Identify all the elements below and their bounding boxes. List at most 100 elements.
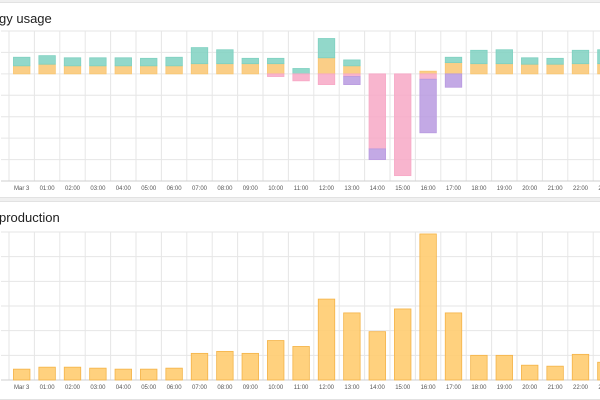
solar-consumption-bar[interactable] — [521, 57, 539, 65]
grid-return-bar[interactable] — [394, 73, 412, 177]
grid-return-bar[interactable] — [368, 73, 386, 150]
grid-consumption-bar[interactable] — [317, 57, 336, 75]
grid-consumption-bar[interactable] — [546, 63, 564, 75]
x-tick-label: 12:00 — [319, 186, 335, 192]
x-tick-label: 04:00 — [116, 186, 132, 192]
grid-consumption-bar[interactable] — [267, 63, 285, 75]
production-bar[interactable] — [419, 233, 437, 381]
grid-consumption-bar[interactable] — [470, 63, 488, 75]
production-bar[interactable] — [394, 308, 412, 381]
solar-consumption-bar[interactable] — [571, 49, 590, 65]
x-tick-label: 03:00 — [90, 186, 106, 192]
solar-consumption-bar[interactable] — [241, 57, 259, 65]
grid-consumption-bar[interactable] — [521, 63, 539, 75]
x-tick-label: 01:00 — [40, 385, 56, 391]
grid-consumption-bar[interactable] — [114, 65, 132, 75]
production-bar[interactable] — [571, 353, 590, 381]
production-bar[interactable] — [317, 298, 336, 381]
x-tick-label: 03:00 — [90, 385, 106, 391]
solar-consumption-bar[interactable] — [495, 49, 513, 65]
battery-charge-bar[interactable] — [368, 148, 386, 160]
grid-consumption-bar[interactable] — [165, 65, 183, 75]
energy-usage-card: gy usage Mar 3 01:00 02:00 03:00 04:00 05:00 0… — [0, 2, 600, 198]
solar-consumption-bar[interactable] — [546, 57, 564, 65]
battery-charge-bar[interactable] — [343, 76, 361, 85]
grid-consumption-bar[interactable] — [343, 65, 361, 75]
production-bar[interactable] — [470, 354, 488, 381]
solar-consumption-bar[interactable] — [38, 55, 56, 65]
solar-consumption-bar[interactable] — [317, 38, 336, 59]
grid-return-bar[interactable] — [419, 73, 437, 80]
grid-return-bar[interactable] — [343, 73, 361, 77]
battery-charge-bar[interactable] — [419, 78, 437, 134]
solar-consumption-bar[interactable] — [13, 56, 31, 67]
grid-consumption-bar[interactable] — [38, 63, 56, 75]
solar-consumption-bar[interactable] — [114, 57, 132, 67]
x-tick-label: 08:00 — [217, 385, 233, 391]
x-tick-label: 10:00 — [268, 385, 284, 391]
solar-production-card: production Mar 3 01:00 02:00 03:00 04:00 05:0… — [0, 201, 600, 400]
grid-consumption-bar[interactable] — [419, 70, 437, 75]
x-tick-label: 01:00 — [40, 186, 56, 192]
production-bar[interactable] — [521, 364, 539, 381]
production-bar[interactable] — [216, 350, 234, 381]
grid-return-bar[interactable] — [292, 73, 310, 82]
x-tick-label: 11:00 — [294, 385, 309, 391]
x-tick-label: 05:00 — [141, 186, 157, 192]
x-tick-label: 18:00 — [471, 186, 487, 192]
solar-consumption-bar[interactable] — [63, 57, 82, 67]
solar-consumption-bar[interactable] — [470, 49, 488, 65]
solar-consumption-bar[interactable] — [343, 59, 361, 67]
x-tick-label: 07:00 — [192, 385, 208, 391]
x-tick-label: 09:00 — [243, 385, 259, 391]
grid-consumption-bar[interactable] — [63, 65, 82, 75]
solar-consumption-bar[interactable] — [216, 49, 234, 65]
battery-charge-bar[interactable] — [444, 73, 463, 88]
production-bar[interactable] — [114, 368, 132, 381]
grid-consumption-bar[interactable] — [495, 63, 513, 75]
solar-consumption-bar[interactable] — [292, 68, 310, 75]
grid-consumption-bar[interactable] — [13, 65, 31, 75]
solar-consumption-bar[interactable] — [165, 56, 183, 67]
x-tick-label: 08:00 — [217, 186, 233, 192]
grid-consumption-bar[interactable] — [444, 62, 463, 75]
production-bar[interactable] — [38, 366, 56, 381]
grid-consumption-bar[interactable] — [140, 65, 158, 75]
production-bar[interactable] — [368, 331, 386, 381]
x-tick-label: 13:00 — [344, 186, 360, 192]
x-tick-label: 17:00 — [446, 186, 462, 192]
production-bar[interactable] — [13, 368, 31, 381]
solar-consumption-bar[interactable] — [597, 49, 600, 65]
production-bar[interactable] — [89, 367, 107, 381]
solar-consumption-bar[interactable] — [267, 57, 285, 65]
production-bar[interactable] — [241, 352, 259, 381]
production-bar[interactable] — [63, 366, 82, 381]
solar-consumption-bar[interactable] — [89, 57, 107, 67]
x-tick-label: 19:00 — [497, 385, 513, 391]
production-bar[interactable] — [546, 365, 564, 381]
grid-consumption-bar[interactable] — [216, 63, 234, 75]
grid-return-bar[interactable] — [267, 73, 285, 77]
x-tick-label: 02:00 — [65, 385, 81, 391]
x-tick-label: 22:00 — [573, 186, 589, 192]
production-bar[interactable] — [165, 367, 183, 381]
production-bar[interactable] — [267, 340, 285, 381]
solar-consumption-bar[interactable] — [140, 57, 158, 67]
grid-consumption-bar[interactable] — [597, 63, 600, 75]
x-tick-label: 07:00 — [192, 186, 208, 192]
production-bar[interactable] — [343, 312, 361, 381]
solar-consumption-bar[interactable] — [444, 56, 463, 64]
grid-consumption-bar[interactable] — [241, 63, 259, 75]
production-bar[interactable] — [140, 368, 158, 381]
production-bar[interactable] — [292, 346, 310, 381]
solar-consumption-bar[interactable] — [190, 47, 209, 65]
production-bar[interactable] — [444, 312, 463, 381]
grid-return-bar[interactable] — [317, 73, 336, 85]
x-tick-label: 23:00 — [598, 385, 600, 391]
production-bar[interactable] — [495, 354, 513, 381]
production-bar[interactable] — [190, 352, 209, 381]
grid-consumption-bar[interactable] — [190, 63, 209, 75]
grid-consumption-bar[interactable] — [89, 65, 107, 75]
grid-consumption-bar[interactable] — [571, 63, 590, 75]
production-bar[interactable] — [597, 361, 600, 381]
